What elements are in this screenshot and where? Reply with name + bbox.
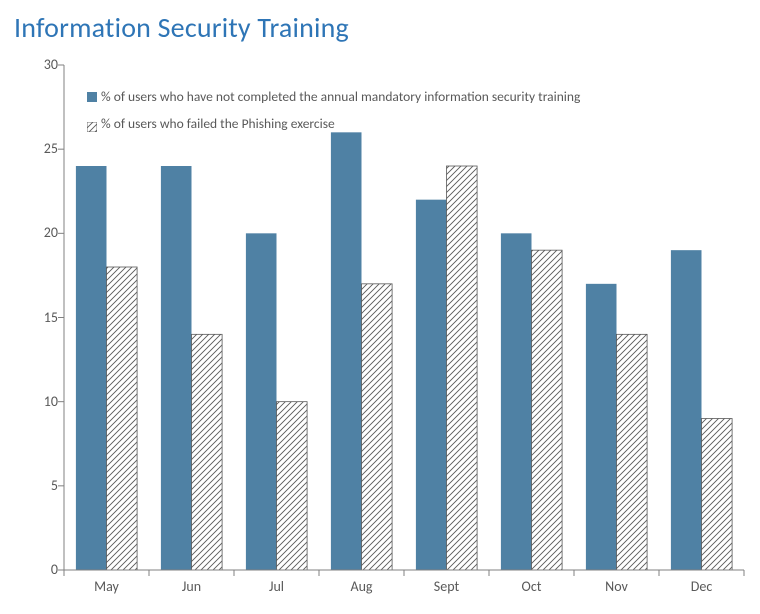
bar-failed_phishing	[617, 334, 648, 570]
bar-not_completed	[161, 166, 192, 570]
y-tick-label: 15	[18, 309, 58, 326]
y-tick-label: 5	[18, 477, 58, 494]
x-tick-label: Aug	[350, 578, 372, 595]
bar-not_completed	[501, 233, 532, 570]
bar-failed_phishing	[107, 267, 138, 570]
bar-not_completed	[671, 250, 702, 570]
legend-label: % of users who have not completed the an…	[101, 88, 580, 105]
bar-failed_phishing	[192, 334, 223, 570]
bar-not_completed	[76, 166, 107, 570]
bar-failed_phishing	[532, 250, 563, 570]
bar-failed_phishing	[447, 166, 478, 570]
x-tick-label: Jul	[269, 578, 284, 595]
bar-not_completed	[416, 200, 447, 570]
chart-legend: % of users who have not completed the an…	[87, 88, 580, 142]
bar-failed_phishing	[362, 284, 393, 570]
bar-failed_phishing	[702, 419, 733, 571]
y-tick-label: 30	[18, 56, 58, 73]
y-tick-label: 25	[18, 140, 58, 157]
legend-swatch-icon	[87, 119, 97, 129]
legend-swatch-icon	[87, 92, 97, 102]
bar-not_completed	[331, 132, 362, 570]
bar-failed_phishing	[277, 402, 308, 570]
chart-title: Information Security Training	[14, 10, 349, 45]
x-tick-label: May	[94, 578, 119, 595]
bar-not_completed	[586, 284, 617, 570]
bar-not_completed	[246, 233, 277, 570]
x-tick-label: Nov	[605, 578, 628, 595]
x-tick-label: Oct	[522, 578, 542, 595]
x-tick-label: Sept	[434, 578, 459, 595]
x-tick-label: Jun	[182, 578, 201, 595]
legend-item-not-completed: % of users who have not completed the an…	[87, 88, 580, 105]
x-tick-label: Dec	[691, 578, 713, 595]
y-tick-label: 0	[18, 561, 58, 578]
legend-label: % of users who failed the Phishing exerc…	[101, 115, 335, 132]
y-tick-label: 20	[18, 224, 58, 241]
legend-item-failed-phishing: % of users who failed the Phishing exerc…	[87, 115, 580, 132]
y-tick-label: 10	[18, 393, 58, 410]
